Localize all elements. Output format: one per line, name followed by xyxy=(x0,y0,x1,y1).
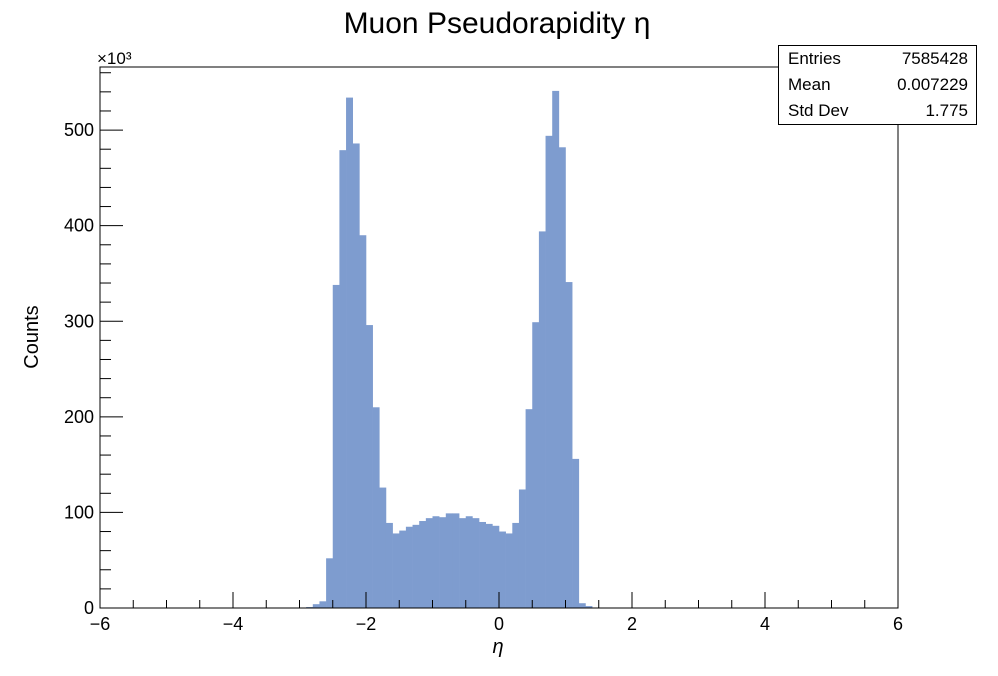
stats-row-std-dev: Std Dev 1.775 xyxy=(779,98,976,124)
histogram-bar xyxy=(572,458,580,608)
x-tick-label: 6 xyxy=(893,614,903,634)
histogram-bar xyxy=(499,531,506,608)
histogram-bar xyxy=(492,525,500,608)
stats-box: Entries 7585428 Mean 0.007229 Std Dev 1.… xyxy=(778,45,977,125)
histogram-bar xyxy=(558,147,566,609)
histogram-bar xyxy=(585,606,593,608)
histogram-bar xyxy=(412,524,420,608)
histogram-bar xyxy=(578,603,586,608)
histogram-bar xyxy=(319,601,327,608)
y-tick-label: 200 xyxy=(64,407,94,427)
stats-std-dev-value: 1.775 xyxy=(925,101,968,120)
histogram-bar xyxy=(545,135,553,608)
histogram-bar xyxy=(419,521,427,608)
histogram-bar xyxy=(372,407,380,608)
x-axis-label: η xyxy=(492,636,503,658)
y-axis-ticks: 0 100 200 300 400 500 xyxy=(64,72,123,618)
y-tick-label: 500 xyxy=(64,120,94,140)
histogram-bar xyxy=(326,558,334,608)
x-tick-label: −2 xyxy=(356,614,377,634)
histogram-bar xyxy=(445,513,453,608)
stats-entries-value: 7585428 xyxy=(901,49,968,68)
stats-mean-value: 0.007229 xyxy=(897,75,968,94)
histogram-bar xyxy=(332,284,340,608)
histogram-bar xyxy=(425,518,433,608)
histogram-bar xyxy=(565,282,573,608)
histogram-bar xyxy=(346,97,353,608)
x-tick-label: 0 xyxy=(494,614,504,634)
y-tick-label: 0 xyxy=(84,598,94,618)
histogram-bar xyxy=(312,604,320,608)
histogram-bar xyxy=(512,522,520,608)
histogram-bar xyxy=(339,150,347,608)
histogram-bar xyxy=(366,325,373,608)
histogram-bar xyxy=(485,523,493,608)
chart-title: Muon Pseudorapidity η xyxy=(344,7,651,40)
histogram-bar xyxy=(432,516,440,608)
histogram-bar xyxy=(452,513,460,608)
stats-entries-label: Entries xyxy=(788,49,841,68)
x-tick-label: 4 xyxy=(760,614,770,634)
histogram-bar xyxy=(399,530,407,608)
histogram-bar xyxy=(352,143,360,608)
y-tick-label: 300 xyxy=(64,311,94,331)
stats-std-dev-label: Std Dev xyxy=(788,101,849,120)
histogram-bar xyxy=(538,231,546,608)
y-tick-label: 100 xyxy=(64,502,94,522)
stats-mean-label: Mean xyxy=(788,75,831,94)
histogram-bar xyxy=(532,322,540,608)
histogram-bar xyxy=(525,409,533,608)
stats-row-mean: Mean 0.007229 xyxy=(779,72,976,98)
histogram-bar xyxy=(465,516,473,608)
histogram-bar xyxy=(505,533,513,608)
histogram-bar xyxy=(479,521,486,608)
y-axis-label: Counts xyxy=(21,305,43,368)
y-tick-label: 400 xyxy=(64,216,94,236)
histogram-bar xyxy=(518,489,526,608)
histogram-bar xyxy=(392,533,400,608)
histogram-bar xyxy=(472,518,480,608)
histogram-bar xyxy=(385,522,393,608)
histogram-bar xyxy=(379,487,387,608)
histogram-bar xyxy=(552,90,560,608)
y-axis-multiplier: ×10³ xyxy=(97,49,132,68)
x-axis-ticks: −6 −4 −2 0 2 4 6 xyxy=(90,592,903,634)
x-tick-label: −4 xyxy=(223,614,244,634)
histogram-bar xyxy=(459,518,467,608)
histogram-bar xyxy=(439,517,447,608)
x-tick-label: −6 xyxy=(90,614,111,634)
x-tick-label: 2 xyxy=(627,614,637,634)
stats-row-entries: Entries 7585428 xyxy=(779,46,976,72)
histogram-bar xyxy=(405,526,413,608)
histogram-bars xyxy=(306,90,593,609)
histogram-bar xyxy=(359,235,367,609)
